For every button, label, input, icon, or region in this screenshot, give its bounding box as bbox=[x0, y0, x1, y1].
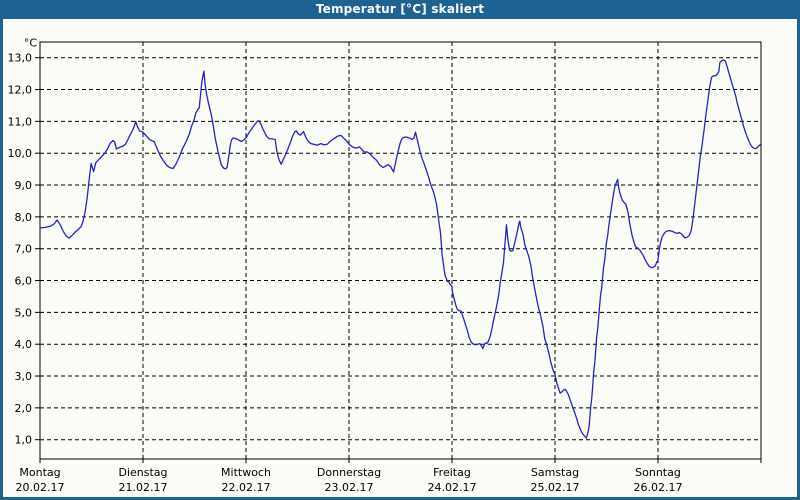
y-tick-label: 3,0 bbox=[15, 370, 33, 383]
y-tick-label: 6,0 bbox=[15, 275, 33, 288]
chart-panel bbox=[3, 19, 797, 497]
y-tick-label: 8,0 bbox=[15, 211, 33, 224]
y-tick-label: 5,0 bbox=[15, 306, 33, 319]
x-day-name-label: Mittwoch bbox=[221, 466, 271, 479]
x-day-date-label: 22.02.17 bbox=[222, 481, 271, 494]
y-tick-label: 1,0 bbox=[15, 434, 33, 447]
x-day-name-label: Dienstag bbox=[118, 466, 167, 479]
plot-frame bbox=[39, 41, 762, 460]
y-tick-label: 11,0 bbox=[8, 115, 33, 128]
y-tick-label: 13,0 bbox=[8, 52, 33, 65]
x-day-date-label: 24.02.17 bbox=[428, 481, 477, 494]
x-day-name-label: Freitag bbox=[433, 466, 471, 479]
x-day-name-label: Sonntag bbox=[635, 466, 681, 479]
y-tick-label: 2,0 bbox=[15, 402, 33, 415]
x-day-date-label: 20.02.17 bbox=[16, 481, 65, 494]
x-day-name-label: Montag bbox=[19, 466, 60, 479]
y-tick-label: 4,0 bbox=[15, 338, 33, 351]
y-tick-label: 9,0 bbox=[15, 179, 33, 192]
x-day-name-label: Samstag bbox=[531, 466, 579, 479]
x-day-date-label: 25.02.17 bbox=[531, 481, 580, 494]
y-tick-label: 7,0 bbox=[15, 243, 33, 256]
window-title: Temperatur [°C] skaliert bbox=[315, 2, 485, 16]
x-day-name-label: Donnerstag bbox=[317, 466, 381, 479]
x-day-date-label: 21.02.17 bbox=[119, 481, 168, 494]
y-tick-label: 12,0 bbox=[8, 84, 33, 97]
x-day-date-label: 23.02.17 bbox=[325, 481, 374, 494]
y-axis-unit-label: °C bbox=[24, 37, 38, 50]
x-day-date-label: 26.02.17 bbox=[634, 481, 683, 494]
y-tick-label: 10,0 bbox=[8, 147, 33, 160]
temperature-series-line bbox=[39, 59, 761, 439]
title-bar: Temperatur [°C] skaliert bbox=[0, 0, 800, 19]
